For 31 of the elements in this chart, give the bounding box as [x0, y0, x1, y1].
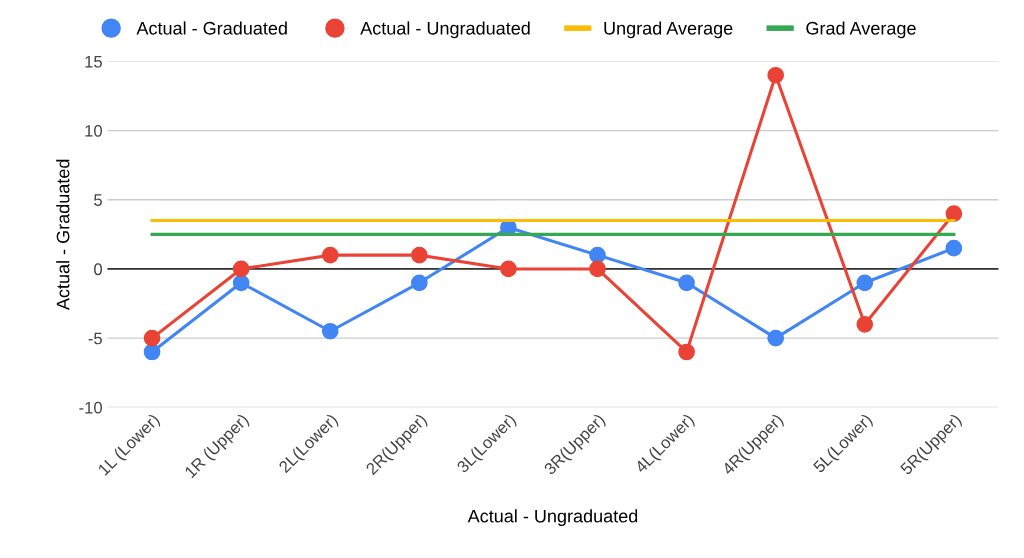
- y-tick-label: -5: [88, 332, 102, 345]
- y-tick-label: -10: [79, 401, 103, 414]
- y-tick-label: 0: [94, 263, 103, 276]
- point: [500, 260, 517, 278]
- point: [945, 205, 963, 222]
- point: [410, 246, 428, 264]
- point: [945, 239, 963, 257]
- point: [321, 246, 339, 264]
- point: [767, 329, 785, 347]
- legend-label: Actual - Graduated: [136, 21, 287, 35]
- point: [856, 315, 874, 333]
- y-tick-label: 5: [94, 194, 102, 206]
- legend-label: Ungrad Average: [604, 21, 733, 39]
- point: [767, 66, 785, 84]
- point: [678, 274, 695, 292]
- point: [143, 343, 161, 361]
- point: [143, 329, 161, 347]
- x-axis-title: Actual - Ungraduated: [467, 509, 638, 527]
- legend-label: Grad Average: [806, 21, 916, 39]
- point: [589, 260, 606, 278]
- point: [589, 246, 606, 264]
- legend-label: Actual - Ungraduated: [360, 21, 530, 39]
- y-tick-label: 10: [85, 124, 103, 137]
- point: [321, 322, 339, 340]
- point: [678, 343, 695, 361]
- y-axis-title: Actual - Graduated: [56, 159, 70, 311]
- point: [232, 274, 250, 292]
- point: [410, 274, 428, 292]
- y-tick-label: 15: [85, 55, 102, 68]
- point: [856, 274, 874, 292]
- point: [232, 260, 250, 278]
